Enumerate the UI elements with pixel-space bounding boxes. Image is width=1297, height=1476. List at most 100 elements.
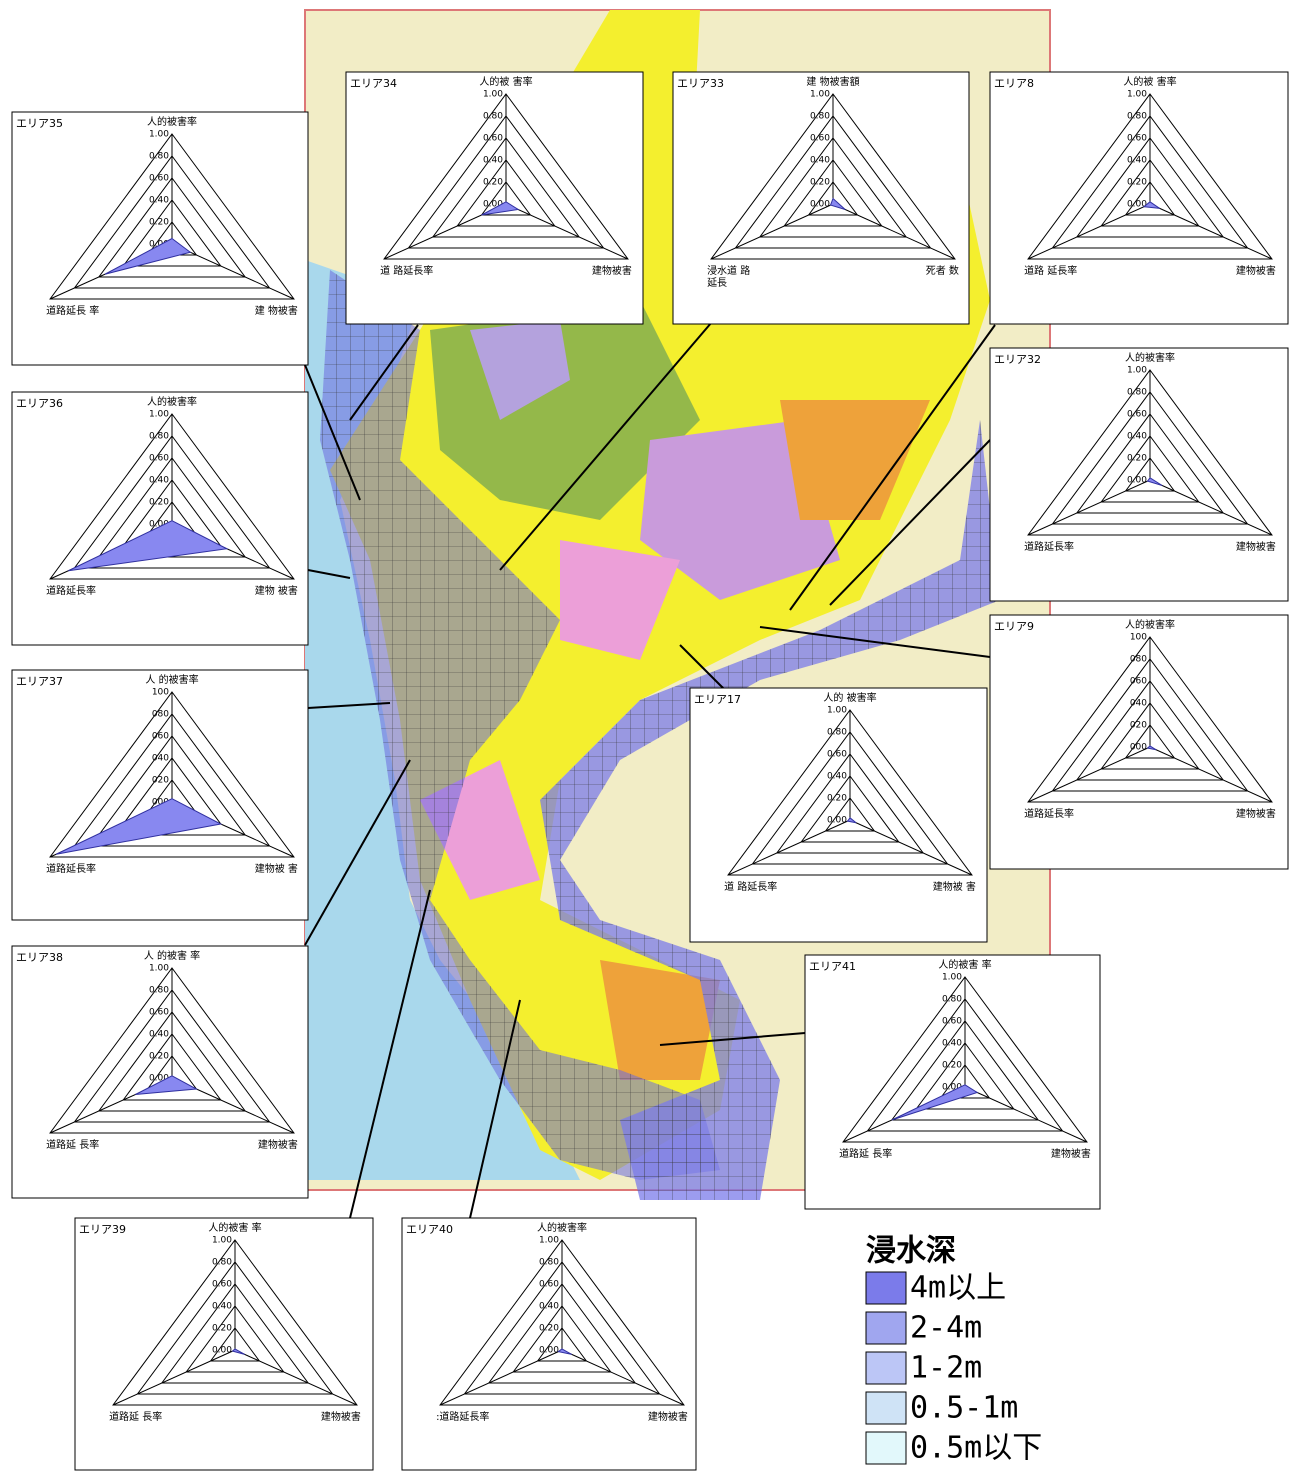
axis-line: [171, 243, 295, 300]
axis-line: [1027, 746, 1151, 803]
grid-triangle: [890, 1020, 1040, 1121]
r-tick-label: 0.40: [483, 156, 503, 166]
r-tick-label: 000: [1130, 743, 1147, 753]
chart-title: エリア37: [16, 675, 63, 688]
grid-triangle: [1075, 137, 1225, 238]
axis-line: [1149, 479, 1273, 536]
grid-triangle: [727, 709, 973, 876]
leader-line: [349, 324, 419, 421]
legend-bg: [860, 1225, 1060, 1465]
axis-label: 死者 数: [926, 264, 959, 277]
grid-triangle: [49, 413, 295, 580]
r-tick-label: 0.40: [539, 1302, 559, 1312]
grid-triangle: [97, 735, 247, 836]
legend-label: 2-4m: [910, 1311, 982, 1346]
grid-triangle: [160, 1283, 310, 1384]
leader-line: [469, 999, 521, 1219]
legend-label: 0.5m以下: [910, 1431, 1042, 1466]
axis-line: [439, 1349, 563, 1406]
r-tick-label: 1.00: [212, 1236, 232, 1246]
r-tick-label: 100: [152, 688, 169, 698]
grid-triangle: [915, 1042, 1015, 1110]
grid-triangle: [1051, 115, 1249, 249]
r-tick-label: 1.00: [539, 1236, 559, 1246]
r-tick-label: 0.80: [1127, 388, 1147, 398]
r-tick-label: 1.00: [827, 706, 847, 716]
r-tick-label: 0.20: [539, 1324, 559, 1334]
chart-title: エリア40: [406, 1223, 453, 1236]
grid-triangle: [463, 1261, 661, 1395]
legend-swatch: [865, 1391, 907, 1425]
r-tick-label: 020: [1130, 721, 1147, 731]
grid-triangle: [734, 115, 932, 249]
axis-label: 人的被害率: [537, 1221, 587, 1234]
r-tick-label: 0.60: [1127, 410, 1147, 420]
radar-area: [481, 201, 520, 216]
grid-triangle: [1124, 181, 1176, 216]
r-tick-label: 0.20: [827, 794, 847, 804]
axis-line: [234, 1349, 358, 1406]
axis-line: [710, 203, 834, 260]
leader-line: [307, 702, 391, 709]
chart-box: [11, 669, 309, 921]
r-tick-label: 0.60: [1127, 134, 1147, 144]
radar-area: [68, 520, 229, 572]
chart-title: エリア17: [694, 693, 741, 706]
axis-label: 道路延 長率: [839, 1147, 892, 1160]
r-tick-label: 1.00: [942, 973, 962, 983]
axis-label: :道路延長率: [436, 1410, 489, 1423]
r-tick-label: 0.40: [1127, 156, 1147, 166]
r-tick-label: 0.40: [149, 1030, 169, 1040]
legend-swatch: [865, 1271, 907, 1305]
r-tick-label: 0.00: [539, 1346, 559, 1356]
axis-line: [561, 1349, 685, 1406]
axis-label: 道 路延長率: [724, 880, 777, 893]
grid-triangle: [439, 1239, 685, 1406]
radar-area: [829, 197, 846, 210]
r-tick-label: 080: [1130, 655, 1147, 665]
axis-label: 人的被害 率: [938, 958, 991, 971]
radar-chart: エリア40 1.00 0.80 0.60 0.40 0.20 0.00 人的被害率建物被害:道…: [401, 1217, 697, 1471]
axis-label: 建 物被害額: [806, 75, 859, 88]
r-tick-label: 0.20: [149, 218, 169, 228]
grid-triangle: [807, 181, 859, 216]
leader-line: [499, 294, 736, 571]
grid-triangle: [383, 93, 629, 260]
axis-line: [1027, 203, 1151, 260]
r-tick-label: 0.60: [212, 1280, 232, 1290]
axis-label: 道路 延長率: [1024, 264, 1077, 277]
radar-area: [55, 798, 223, 855]
r-tick-label: 0.40: [942, 1039, 962, 1049]
r-tick-label: 1.00: [483, 90, 503, 100]
axis-line: [1027, 479, 1151, 536]
r-tick-label: 0.20: [942, 1061, 962, 1071]
chart-box: [989, 347, 1289, 602]
grid-triangle: [751, 731, 949, 865]
grid-triangle: [866, 998, 1064, 1132]
r-tick-label: 0.40: [1127, 432, 1147, 442]
radar-area: [891, 1084, 979, 1121]
axis-label: 道路延長率: [1024, 807, 1074, 820]
chart-box: [989, 71, 1289, 325]
chart-title: エリア9: [994, 620, 1034, 633]
grid-triangle: [1100, 435, 1200, 503]
axis-label: 人的被害率: [1125, 618, 1175, 631]
axis-line: [964, 1086, 1088, 1143]
radar-area: [1146, 745, 1157, 751]
r-tick-label: 0.40: [149, 476, 169, 486]
r-tick-label: 0.60: [539, 1280, 559, 1290]
axis-label: 人的被 害率: [1123, 75, 1176, 88]
grid-triangle: [1075, 413, 1225, 514]
r-tick-label: 1.00: [149, 410, 169, 420]
r-tick-label: 0.40: [149, 196, 169, 206]
r-tick-label: 0.80: [539, 1258, 559, 1268]
radar-area: [557, 1348, 573, 1355]
